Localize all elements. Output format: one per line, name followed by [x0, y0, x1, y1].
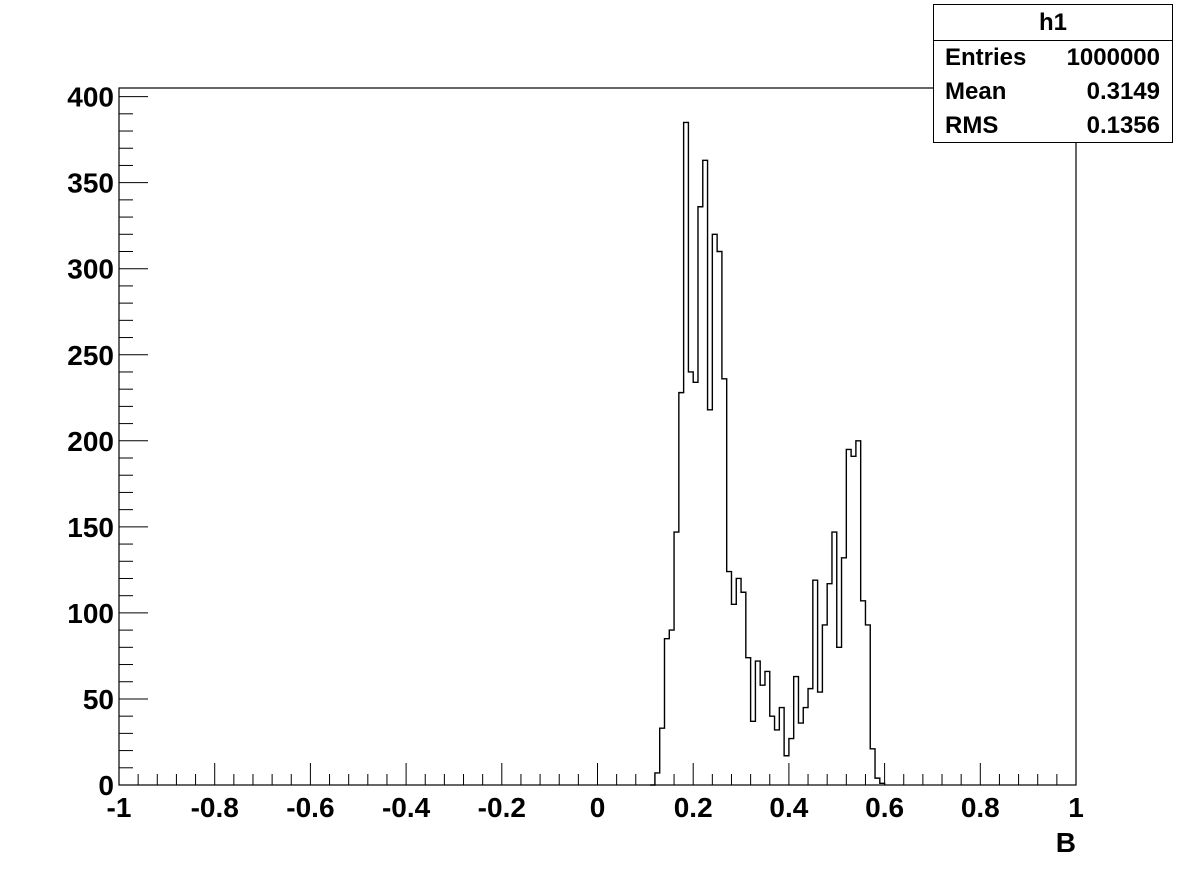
histogram-line — [650, 121, 886, 786]
stats-title: h1 — [934, 5, 1172, 41]
x-tick-label: 1 — [1068, 792, 1084, 823]
y-tick-label: 350 — [67, 168, 114, 199]
x-tick-label: 0.4 — [769, 792, 808, 823]
stats-box: h1 Entries 1000000 Mean 0.3149 RMS 0.135… — [933, 4, 1173, 143]
y-axis-tick-labels: 0 50 100 150 200 250 300 350 400 — [67, 82, 114, 801]
stats-value: 0.3149 — [1086, 78, 1160, 105]
x-tick-label: 0.2 — [674, 792, 713, 823]
y-tick-label: 200 — [67, 426, 114, 457]
x-tick-label: -0.4 — [382, 792, 431, 823]
y-tick-label: 250 — [67, 340, 114, 371]
stats-label: RMS — [945, 112, 999, 139]
x-tick-label: 0.8 — [961, 792, 1000, 823]
x-axis-tick-labels: -1 -0.8 -0.6 -0.4 -0.2 0 0.2 0.4 0.6 0.8 1 — [107, 792, 1084, 823]
x-tick-label: -0.2 — [478, 792, 526, 823]
y-tick-label: 400 — [67, 82, 114, 113]
stats-row-rms: RMS 0.1356 — [934, 109, 1172, 143]
x-tick-label: 0 — [590, 792, 606, 823]
x-axis-ticks — [118, 763, 1077, 785]
stats-row-entries: Entries 1000000 — [934, 41, 1172, 75]
plot-frame — [118, 87, 1077, 786]
y-tick-label: 300 — [67, 254, 114, 285]
y-tick-label: 150 — [67, 512, 114, 543]
stats-label: Entries — [945, 44, 1027, 71]
y-tick-label: 50 — [83, 684, 114, 715]
stats-row-mean: Mean 0.3149 — [934, 75, 1172, 109]
y-axis-ticks — [119, 96, 148, 786]
x-tick-label: -1 — [107, 792, 132, 823]
stats-value: 0.1356 — [1086, 112, 1160, 139]
y-tick-label: 100 — [67, 598, 114, 629]
stats-value: 1000000 — [1066, 44, 1160, 71]
y-tick-label: 0 — [98, 770, 114, 801]
stats-label: Mean — [945, 78, 1007, 105]
x-tick-label: -0.6 — [286, 792, 334, 823]
x-axis-title: B — [1056, 827, 1076, 858]
x-tick-label: 0.6 — [865, 792, 904, 823]
x-tick-label: -0.8 — [191, 792, 239, 823]
